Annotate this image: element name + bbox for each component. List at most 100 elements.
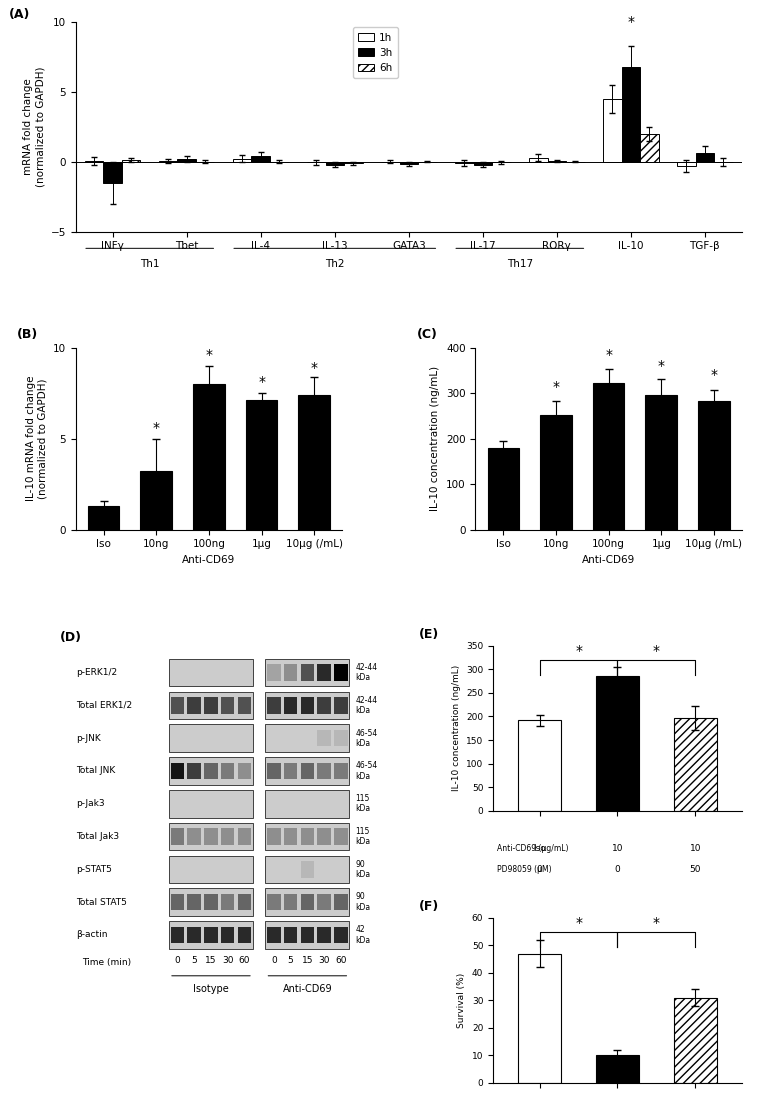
Bar xyxy=(170,894,184,911)
Y-axis label: IL-10 mRNA fold change
(normalized to GAPDH): IL-10 mRNA fold change (normalized to GA… xyxy=(26,376,47,502)
Text: *: * xyxy=(575,916,582,930)
Text: (E): (E) xyxy=(419,628,438,641)
Bar xyxy=(266,823,350,851)
Bar xyxy=(266,659,350,686)
Bar xyxy=(193,385,225,529)
Bar xyxy=(169,725,253,753)
Bar xyxy=(170,927,184,944)
Bar xyxy=(317,730,331,747)
Bar xyxy=(519,954,561,1083)
Bar xyxy=(188,829,201,845)
Text: 115
kDa: 115 kDa xyxy=(356,827,371,846)
Text: *: * xyxy=(311,361,318,375)
Text: *: * xyxy=(628,15,634,29)
Bar xyxy=(540,415,572,529)
Text: Th2: Th2 xyxy=(325,260,344,270)
Bar xyxy=(640,134,659,161)
Text: 42-44
kDa: 42-44 kDa xyxy=(356,696,378,715)
Text: *: * xyxy=(653,644,660,659)
Bar xyxy=(267,664,281,681)
Bar xyxy=(646,394,677,529)
Text: 5: 5 xyxy=(288,956,294,965)
Text: (F): (F) xyxy=(419,899,438,913)
Bar xyxy=(169,790,253,818)
Bar xyxy=(266,692,350,719)
Text: 46-54
kDa: 46-54 kDa xyxy=(356,728,378,748)
Text: 0: 0 xyxy=(615,865,620,874)
Bar xyxy=(455,161,474,164)
Text: 10: 10 xyxy=(612,844,623,853)
Bar xyxy=(169,823,253,851)
Text: 42-44
kDa: 42-44 kDa xyxy=(356,663,378,683)
Text: 10: 10 xyxy=(690,844,701,853)
Bar xyxy=(284,762,298,779)
Bar xyxy=(221,762,235,779)
Bar xyxy=(317,894,331,911)
Bar xyxy=(317,664,331,681)
Text: Total JNK: Total JNK xyxy=(76,767,115,776)
Bar xyxy=(170,829,184,845)
Text: *: * xyxy=(605,348,612,362)
Text: 115
kDa: 115 kDa xyxy=(356,794,371,813)
Bar xyxy=(317,762,331,779)
Bar xyxy=(169,757,253,785)
Text: 15: 15 xyxy=(205,956,217,965)
Bar xyxy=(301,664,314,681)
X-axis label: Anti-CD69: Anti-CD69 xyxy=(582,555,635,565)
Bar xyxy=(177,159,196,161)
Text: 0: 0 xyxy=(537,865,543,874)
Bar xyxy=(266,757,350,785)
Bar xyxy=(266,855,350,883)
Text: p-ERK1/2: p-ERK1/2 xyxy=(76,669,117,677)
Bar xyxy=(603,99,621,161)
Text: 15: 15 xyxy=(301,956,313,965)
Text: 5: 5 xyxy=(192,956,197,965)
Bar xyxy=(284,894,298,911)
Bar xyxy=(335,829,347,845)
Bar xyxy=(188,894,201,911)
Bar xyxy=(266,922,350,949)
Bar xyxy=(169,855,253,883)
Bar xyxy=(529,158,547,161)
Text: β-actin: β-actin xyxy=(76,930,107,939)
Bar xyxy=(593,382,625,529)
Bar xyxy=(104,161,122,182)
Text: p-JNK: p-JNK xyxy=(76,734,101,743)
Bar xyxy=(238,762,251,779)
Bar xyxy=(221,697,235,714)
Text: *: * xyxy=(653,916,660,930)
Bar xyxy=(266,725,350,753)
Bar xyxy=(335,894,347,911)
Bar xyxy=(170,762,184,779)
Bar xyxy=(596,1055,639,1083)
Y-axis label: IL-10 concentration (ng/mL): IL-10 concentration (ng/mL) xyxy=(451,665,460,791)
Text: Th1: Th1 xyxy=(140,260,160,270)
Bar xyxy=(238,927,251,944)
Bar xyxy=(221,927,235,944)
Bar xyxy=(267,829,281,845)
Text: 30: 30 xyxy=(222,956,233,965)
Bar xyxy=(317,829,331,845)
Bar xyxy=(698,401,730,529)
Bar xyxy=(284,664,298,681)
Bar xyxy=(284,927,298,944)
Text: *: * xyxy=(153,421,160,435)
Bar xyxy=(188,762,201,779)
Bar xyxy=(335,762,347,779)
Text: (B): (B) xyxy=(17,328,39,341)
Text: Th17: Th17 xyxy=(506,260,533,270)
Text: PD98059 (μM): PD98059 (μM) xyxy=(497,865,552,874)
Bar xyxy=(266,888,350,916)
Text: (C): (C) xyxy=(417,328,438,341)
Bar xyxy=(238,894,251,911)
Text: *: * xyxy=(658,359,665,372)
Text: Anti-CD69 (μg/mL): Anti-CD69 (μg/mL) xyxy=(497,844,569,853)
Text: Total ERK1/2: Total ERK1/2 xyxy=(76,701,132,709)
Text: 50: 50 xyxy=(690,865,701,874)
Text: 0: 0 xyxy=(271,956,276,965)
Bar xyxy=(267,697,281,714)
Bar xyxy=(301,927,314,944)
Y-axis label: IL-10 concentration (ng/mL): IL-10 concentration (ng/mL) xyxy=(431,366,441,512)
Bar xyxy=(204,894,218,911)
Bar xyxy=(621,66,640,161)
